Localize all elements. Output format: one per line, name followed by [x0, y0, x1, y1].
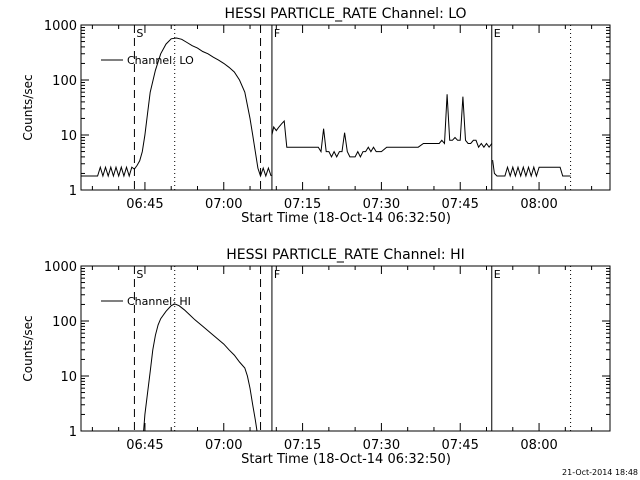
x-tick-label: 07:45	[441, 438, 478, 453]
generated-timestamp: 21-Oct-2014 18:48	[562, 468, 638, 477]
legend-label: Channel: LO	[127, 54, 194, 67]
y-tick-label: 100	[52, 74, 77, 89]
x-tick-label: 07:15	[284, 197, 321, 212]
y-tick-label: 10	[60, 129, 77, 144]
x-tick-label: 07:30	[363, 438, 400, 453]
x-tick-label: 07:45	[441, 197, 478, 212]
y-axis-label: Counts/sec	[21, 74, 35, 140]
x-tick-label: 06:45	[126, 197, 163, 212]
legend-label: Channel: HI	[127, 295, 191, 308]
series-line-0-segment-0	[81, 37, 272, 178]
time-marker-label: F	[274, 268, 280, 281]
time-marker-label: S	[136, 27, 143, 40]
series-line-0-segment-0	[143, 303, 258, 432]
x-tick-label: 07:15	[284, 438, 321, 453]
y-tick-label: 1000	[44, 19, 77, 34]
time-marker-label: E	[494, 268, 501, 281]
x-axis-label: Start Time (18-Oct-14 06:32:50)	[241, 211, 451, 226]
y-tick-label: 1	[69, 425, 77, 440]
time-marker-label: F	[274, 27, 280, 40]
lo-channel-panel: HESSI PARTICLE_RATE Channel: LO Counts/se…	[21, 6, 611, 226]
x-tick-label: 07:00	[205, 197, 242, 212]
x-tick-label: 06:45	[126, 438, 163, 453]
x-tick-label: 08:00	[520, 438, 557, 453]
y-tick-label: 1000	[44, 260, 77, 275]
series-line-0-segment-2	[492, 160, 571, 178]
chart-title: HESSI PARTICLE_RATE Channel: HI	[226, 247, 464, 263]
y-tick-label: 10	[60, 370, 77, 385]
plot-frame	[80, 265, 611, 432]
x-tick-label: 07:30	[363, 197, 400, 212]
y-tick-label: 1	[69, 184, 77, 199]
plot-frame	[80, 24, 611, 191]
y-tick-label: 100	[52, 315, 77, 330]
hi-channel-panel: HESSI PARTICLE_RATE Channel: HI Counts/se…	[21, 247, 611, 467]
time-marker-label: E	[494, 27, 501, 40]
chart-title: HESSI PARTICLE_RATE Channel: LO	[224, 6, 466, 22]
x-tick-label: 07:00	[205, 438, 242, 453]
time-marker-label: S	[136, 268, 143, 281]
y-axis-label: Counts/sec	[21, 315, 35, 381]
series-line-0-segment-1	[271, 94, 493, 159]
x-tick-label: 08:00	[520, 197, 557, 212]
x-axis-label: Start Time (18-Oct-14 06:32:50)	[241, 452, 451, 467]
